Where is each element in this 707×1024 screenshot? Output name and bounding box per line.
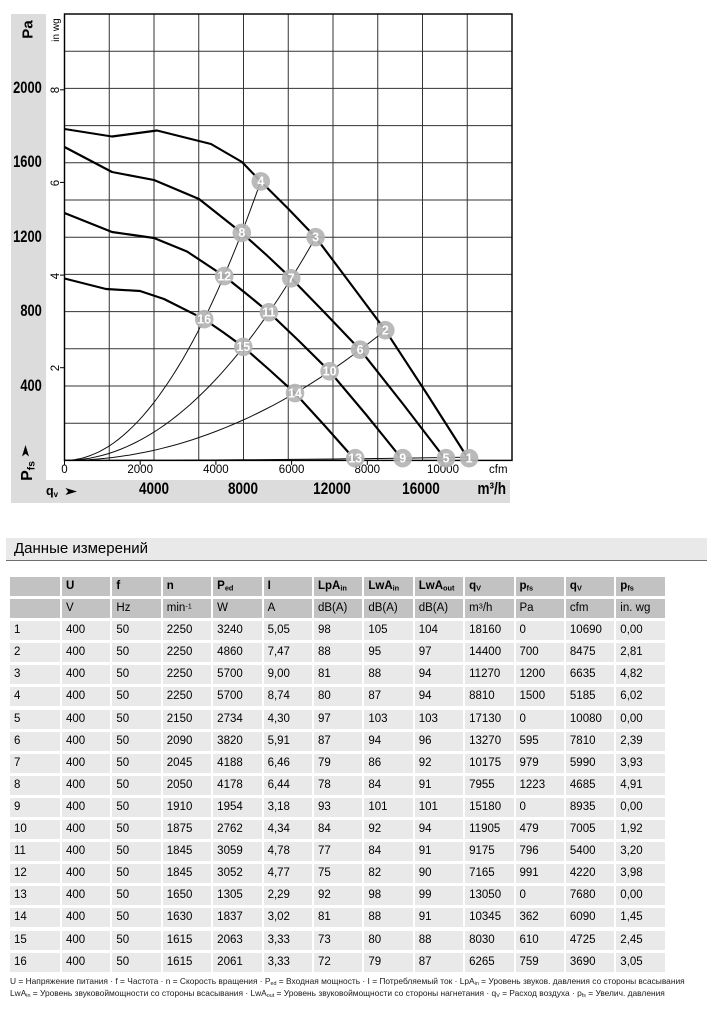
svg-text:14: 14 — [288, 386, 302, 400]
svg-text:4: 4 — [257, 175, 264, 189]
svg-text:16: 16 — [197, 313, 211, 327]
svg-text:10: 10 — [323, 365, 337, 379]
svg-text:2: 2 — [382, 324, 389, 338]
svg-text:1: 1 — [466, 452, 473, 466]
svg-text:5: 5 — [443, 452, 450, 466]
svg-text:3: 3 — [312, 231, 319, 245]
svg-text:6: 6 — [357, 343, 364, 357]
svg-text:12: 12 — [217, 269, 231, 283]
svg-text:13: 13 — [348, 452, 362, 466]
svg-text:7: 7 — [288, 272, 295, 286]
svg-text:8: 8 — [238, 226, 245, 240]
svg-text:11: 11 — [262, 306, 275, 320]
svg-text:9: 9 — [399, 452, 406, 466]
svg-text:15: 15 — [236, 340, 250, 354]
